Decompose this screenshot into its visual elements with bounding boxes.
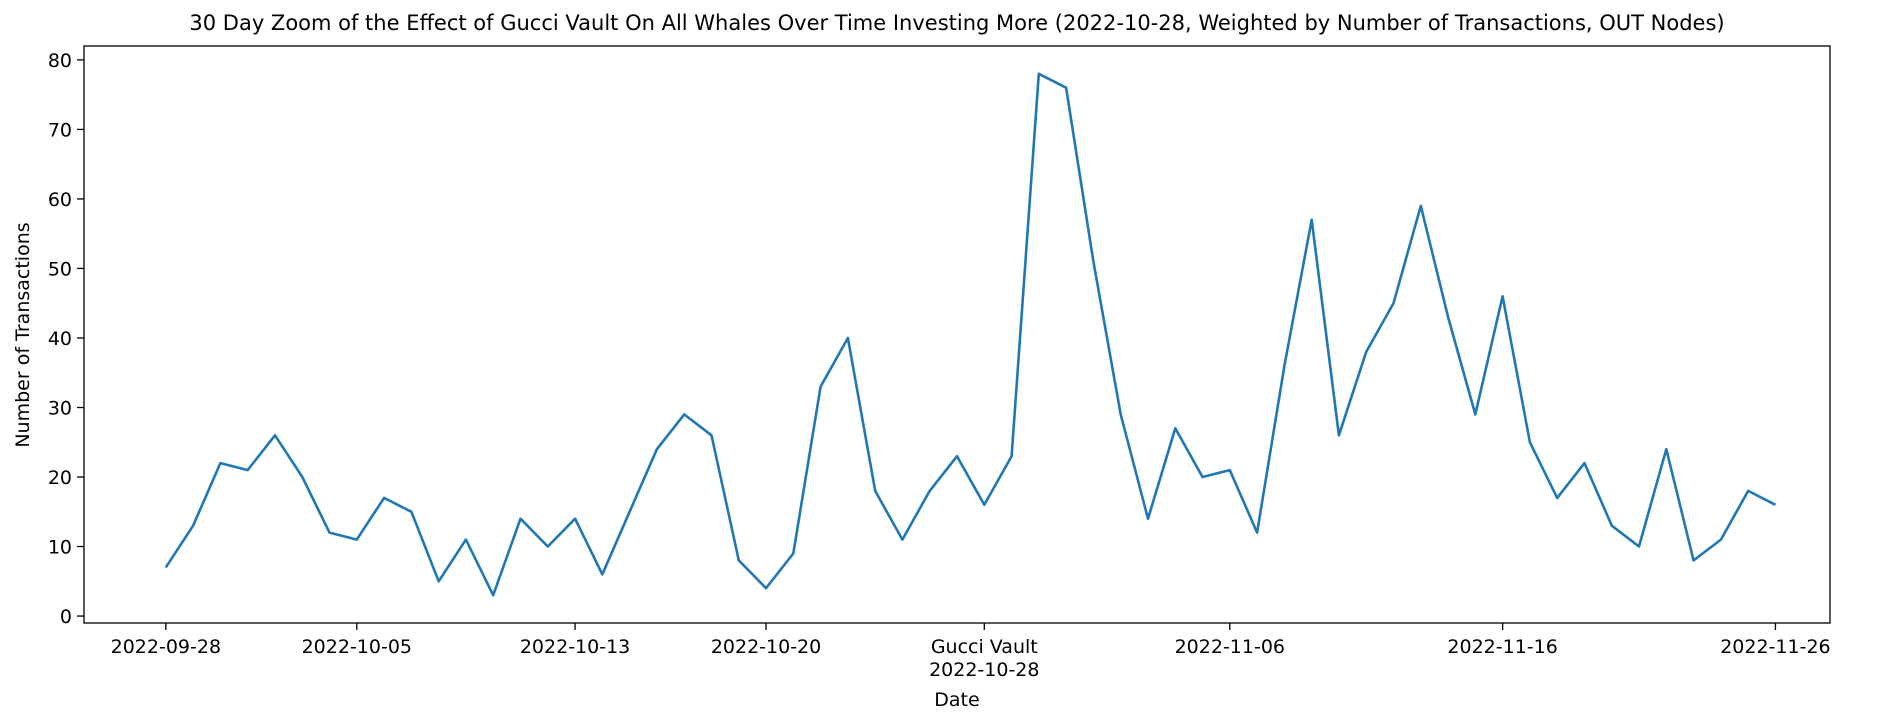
- x-tick-label: 2022-10-20: [711, 636, 821, 658]
- y-tick-label: 60: [48, 189, 72, 211]
- x-axis: 2022-09-28 2022-10-05 2022-10-13 2022-10-20…: [111, 623, 1831, 681]
- plot-area-frame: [83, 45, 1831, 624]
- y-axis: 0 10 20 30 40 50 60 70 80: [48, 50, 84, 628]
- y-tick-label: 70: [48, 119, 72, 141]
- y-tick-label: 50: [48, 258, 72, 280]
- y-tick-label: 30: [48, 397, 72, 419]
- y-tick-label: 20: [48, 467, 72, 489]
- event-annotation-label: Gucci Vault: [931, 636, 1038, 658]
- x-tick-label: 2022-11-16: [1447, 636, 1557, 658]
- y-tick-label: 40: [48, 328, 72, 350]
- y-tick-label: 10: [48, 537, 72, 559]
- y-tick-label: 0: [60, 606, 72, 628]
- x-tick-label: 2022-10-13: [520, 636, 630, 658]
- y-tick-label: 80: [48, 50, 72, 72]
- x-axis-label: Date: [934, 689, 979, 711]
- x-tick-label: 2022-10-05: [302, 636, 412, 658]
- y-axis-label: Number of Transactions: [12, 222, 34, 447]
- x-tick-label: 2022-10-28: [929, 659, 1039, 681]
- x-tick-label: 2022-09-28: [111, 636, 221, 658]
- x-tick-label: 2022-11-26: [1720, 636, 1830, 658]
- series-line: [164, 72, 1776, 597]
- chart-title: 30 Day Zoom of the Effect of Gucci Vault…: [189, 11, 1724, 35]
- x-tick-label: 2022-11-06: [1175, 636, 1285, 658]
